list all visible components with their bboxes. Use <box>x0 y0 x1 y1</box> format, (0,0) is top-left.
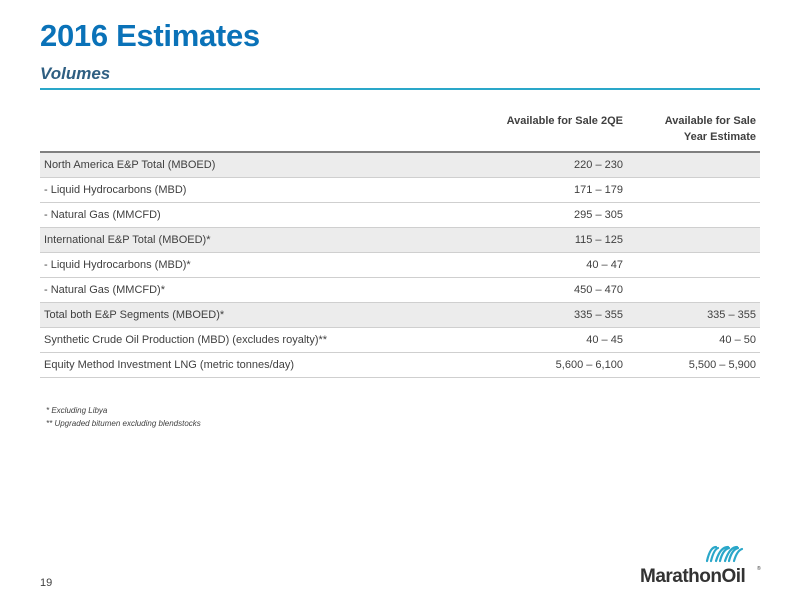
slide-subtitle: Volumes <box>40 64 111 83</box>
value-year-estimate <box>626 277 760 303</box>
logo-wordmark: MarathonOil <box>640 566 746 587</box>
row-label: Total both E&P Segments (MBOED)* <box>40 302 467 328</box>
table-row: - Natural Gas (MMCFD)* 450 – 470 <box>40 277 760 303</box>
value-2qe: 40 – 45 <box>466 327 627 353</box>
row-label: - Natural Gas (MMCFD)* <box>40 277 467 303</box>
header-year-estimate: Available for Sale Year Estimate <box>627 113 760 152</box>
value-2qe: 115 – 125 <box>466 227 627 253</box>
value-year-estimate: 335 – 355 <box>626 302 760 328</box>
footnote: * Excluding Libya <box>46 406 108 415</box>
marathon-wave-logo-icon <box>705 545 744 563</box>
value-2qe: 450 – 470 <box>466 277 627 303</box>
value-2qe: 171 – 179 <box>466 177 627 203</box>
value-year-estimate: 40 – 50 <box>626 327 760 353</box>
header-2qe: Available for Sale 2QE <box>506 115 623 127</box>
value-year-estimate <box>626 152 760 178</box>
table-row: North America E&P Total (MBOED) 220 – 230 <box>40 152 760 178</box>
value-2qe: 40 – 47 <box>466 252 627 278</box>
table-row: International E&P Total (MBOED)* 115 – 12… <box>40 227 760 253</box>
estimates-table: Available for Sale 2QE Available for Sal… <box>40 113 760 378</box>
value-2qe: 220 – 230 <box>466 152 627 178</box>
value-year-estimate: 5,500 – 5,900 <box>626 352 760 378</box>
row-label: - Liquid Hydrocarbons (MBD)* <box>40 252 467 278</box>
row-label: Equity Method Investment LNG (metric ton… <box>40 352 467 378</box>
table-row: - Natural Gas (MMCFD) 295 – 305 <box>40 202 760 228</box>
row-label: - Liquid Hydrocarbons (MBD) <box>40 177 467 203</box>
table-row: - Liquid Hydrocarbons (MBD)* 40 – 47 <box>40 252 760 278</box>
value-year-estimate <box>626 252 760 278</box>
value-2qe: 335 – 355 <box>466 302 627 328</box>
slide-title: 2016 Estimates <box>40 18 260 53</box>
row-label: - Natural Gas (MMCFD) <box>40 202 467 228</box>
value-year-estimate <box>626 202 760 228</box>
header-label <box>40 113 466 152</box>
row-label: Synthetic Crude Oil Production (MBD) (ex… <box>40 327 467 353</box>
footnote: ** Upgraded bitumen excluding blendstock… <box>46 419 201 428</box>
row-label: North America E&P Total (MBOED) <box>40 152 467 178</box>
table-row: Synthetic Crude Oil Production (MBD) (ex… <box>40 327 760 353</box>
registered-mark: ® <box>757 566 761 572</box>
table-row: Equity Method Investment LNG (metric ton… <box>40 352 760 378</box>
value-2qe: 5,600 – 6,100 <box>466 352 627 378</box>
page-number: 19 <box>40 577 53 589</box>
table-row: Total both E&P Segments (MBOED)* 335 – 35… <box>40 302 760 328</box>
value-year-estimate <box>626 177 760 203</box>
table-row: - Liquid Hydrocarbons (MBD) 171 – 179 <box>40 177 760 203</box>
marathon-oil-logo: MarathonOil ® <box>640 544 762 590</box>
value-year-estimate <box>626 227 760 253</box>
title-divider <box>40 88 760 90</box>
table-header-row: Available for Sale 2QE Available for Sal… <box>40 113 760 152</box>
row-label: International E&P Total (MBOED)* <box>40 227 467 253</box>
value-2qe: 295 – 305 <box>466 202 627 228</box>
header-year-estimate-text: Available for Sale Year Estimate <box>664 115 756 143</box>
footnotes: * Excluding Libya ** Upgraded bitumen ex… <box>46 404 201 430</box>
